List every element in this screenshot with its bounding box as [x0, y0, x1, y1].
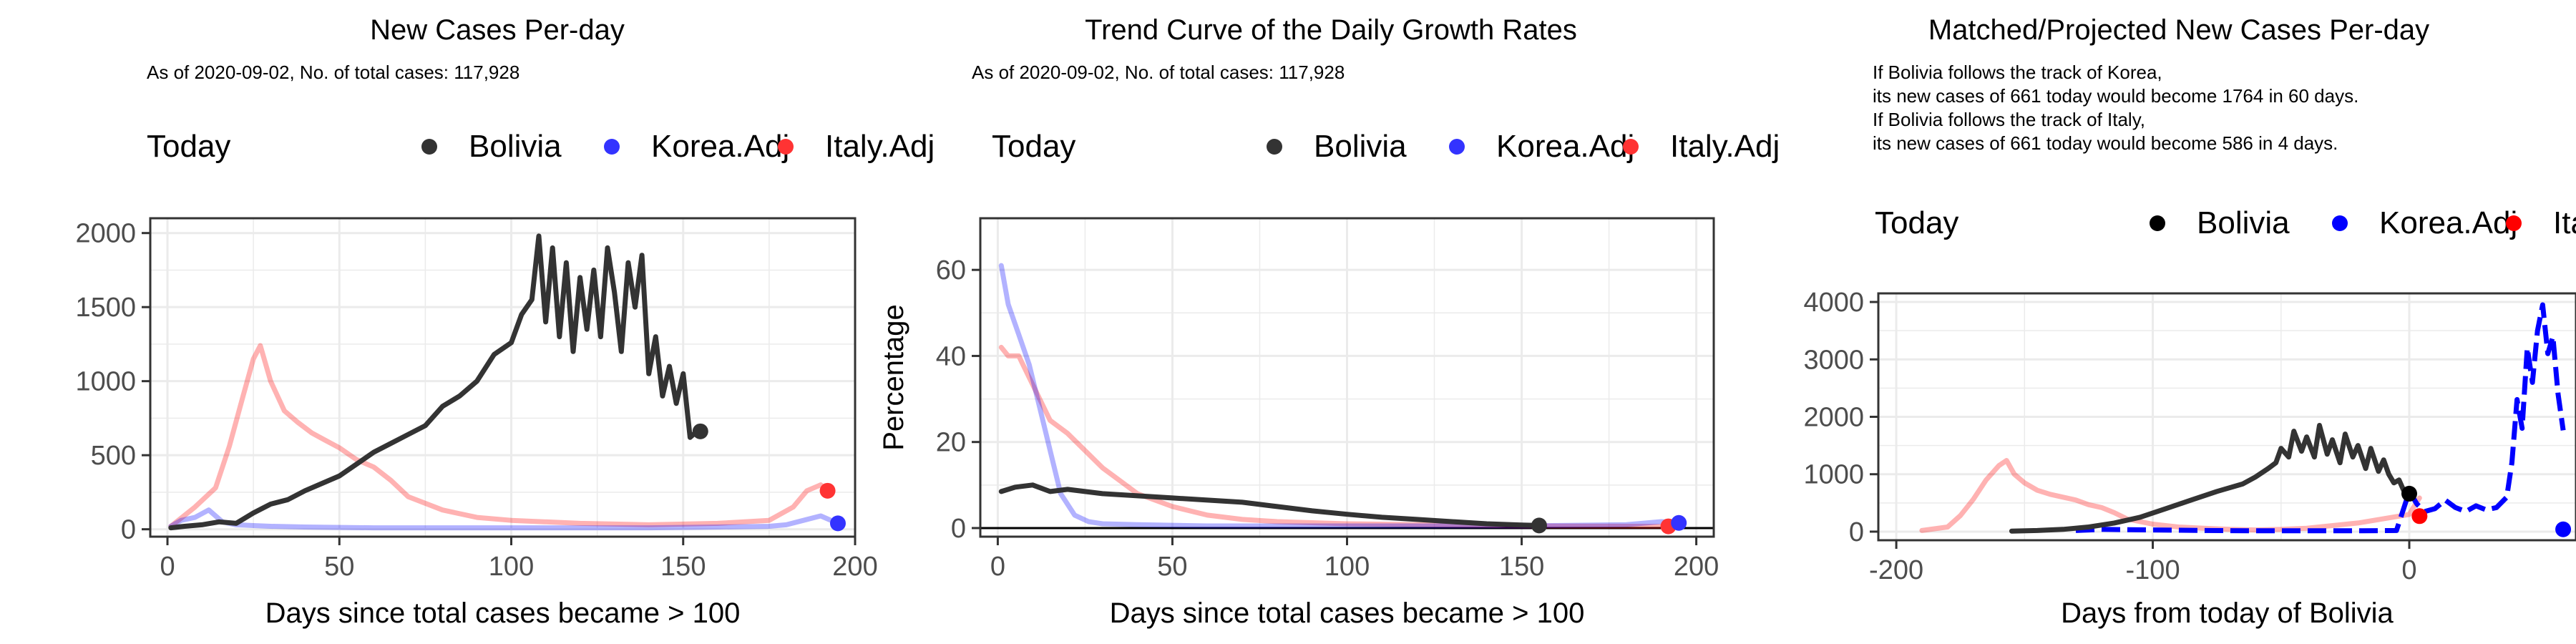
chart-title: Trend Curve of the Daily Growth Rates	[1085, 14, 1577, 46]
y-tick-label: 2000	[75, 219, 136, 249]
y-tick-label: 4000	[1803, 288, 1864, 318]
chart-projected-new-cases: Matched/Projected New Cases Per-day If Bo…	[1803, 14, 2576, 629]
today-point-korea-adj	[1671, 514, 1687, 531]
chart-annotation: its new cases of 661 today would become …	[1873, 132, 2338, 154]
x-tick-label: 50	[1157, 552, 1187, 582]
series-line-korea-adj	[2075, 302, 2566, 534]
legend-label: Korea.Adj	[2379, 205, 2517, 240]
gridlines	[980, 218, 1714, 537]
legend-label: Korea.Adj	[1496, 129, 1634, 164]
x-axis-label: Days since total cases became > 100	[1110, 597, 1585, 629]
series-lines	[998, 263, 1682, 530]
gridlines	[1878, 293, 2576, 540]
axes: 0 50 100 150 200 0 20 40 60	[936, 255, 1719, 582]
y-axis-label: Percentage	[878, 304, 909, 451]
x-axis-label: Days from today of Bolivia	[2061, 597, 2394, 629]
legend-label: Korea.Adj	[651, 129, 789, 164]
legend: Today Bolivia Korea.Adj Italy.Adj	[1875, 205, 2576, 240]
y-tick-label: 0	[121, 515, 136, 545]
x-tick-label: 150	[1499, 552, 1544, 582]
x-tick-label: 150	[660, 552, 706, 582]
chart-annotation: If Bolivia follows the track of Italy,	[1873, 109, 2145, 130]
y-tick-label: 0	[1849, 517, 1864, 547]
series-line-bolivia	[168, 233, 700, 531]
x-tick-label: 200	[1674, 552, 1719, 582]
x-tick-label: 0	[990, 552, 1005, 582]
series-lines	[1919, 302, 2566, 534]
series-line-italy-adj	[998, 344, 1671, 530]
legend-label: Bolivia	[469, 129, 562, 164]
legend-dot	[1267, 139, 1282, 155]
legend-dot	[2150, 215, 2165, 231]
today-point-italy-adj	[819, 482, 836, 499]
legend-label: Italy.Adj	[1670, 129, 1780, 164]
series-lines	[168, 233, 841, 531]
x-tick-label: 0	[2401, 555, 2416, 585]
y-tick-label: 2000	[1803, 403, 1864, 433]
y-tick-label: 1500	[75, 293, 136, 323]
x-tick-label: -200	[1869, 555, 1923, 585]
chart-subtitle: As of 2020-09-02, No. of total cases: 11…	[147, 62, 519, 83]
legend: Today Bolivia Korea.Adj Italy.Adj	[992, 129, 1780, 164]
legend-dot	[1623, 139, 1639, 155]
legend-dot	[2332, 215, 2348, 231]
legend-label: Bolivia	[1314, 129, 1407, 164]
today-point-bolivia	[2401, 485, 2418, 502]
panel-border	[149, 217, 857, 538]
series-line-korea-adj	[998, 263, 1682, 529]
chart-subtitle: As of 2020-09-02, No. of total cases: 11…	[972, 62, 1345, 83]
y-tick-label: 1000	[75, 367, 136, 397]
y-tick-label: 0	[951, 514, 966, 544]
plot-area	[150, 218, 855, 537]
series-line-korea-adj	[168, 507, 841, 531]
x-tick-label: 200	[832, 552, 877, 582]
series-line-bolivia	[998, 482, 1542, 528]
today-point-korea-adj	[2555, 521, 2572, 537]
y-tick-label: 20	[936, 428, 966, 458]
series-line-italy-adj	[168, 343, 831, 529]
series-line-bolivia	[2009, 423, 2412, 534]
y-tick-label: 3000	[1803, 345, 1864, 375]
axes: -200 -100 0 0 1000 2000 3000 4000	[1803, 288, 2416, 585]
x-tick-label: 50	[324, 552, 354, 582]
legend-label: Bolivia	[2197, 205, 2290, 240]
today-point-bolivia	[1531, 517, 1547, 534]
x-tick-label: -100	[2126, 555, 2180, 585]
x-tick-label: 100	[1324, 552, 1370, 582]
legend-dot	[604, 139, 620, 155]
chart-annotation: its new cases of 661 today would become …	[1873, 85, 2358, 107]
legend-dot	[778, 139, 794, 155]
legend-title: Today	[147, 129, 230, 164]
chart-title: Matched/Projected New Cases Per-day	[1928, 14, 2429, 46]
y-tick-label: 40	[936, 341, 966, 371]
chart-growth-rates: Trend Curve of the Daily Growth Rates As …	[878, 14, 1780, 629]
today-point-bolivia	[692, 423, 708, 439]
legend-title: Today	[992, 129, 1075, 164]
chart-title: New Cases Per-day	[370, 14, 625, 46]
today-point-italy-adj	[2411, 508, 2428, 525]
chart-new-cases-per-day: New Cases Per-day As of 2020-09-02, No. o…	[75, 14, 935, 629]
legend-title: Today	[1875, 205, 1958, 240]
x-tick-label: 0	[160, 552, 175, 582]
y-tick-label: 500	[91, 441, 136, 471]
x-tick-label: 100	[489, 552, 534, 582]
legend-dot	[421, 139, 437, 155]
legend-label: Italy.Adj	[825, 129, 935, 164]
y-tick-label: 60	[936, 255, 966, 286]
legend-dot	[1449, 139, 1465, 155]
today-point-korea-adj	[829, 515, 846, 532]
legend: Today Bolivia Korea.Adj Italy.Adj	[147, 129, 935, 164]
y-tick-label: 1000	[1803, 460, 1864, 490]
x-axis-label: Days since total cases became > 100	[265, 597, 741, 629]
legend-dot	[2506, 215, 2522, 231]
legend-label: Italy.Adj	[2553, 205, 2576, 240]
chart-annotation: If Bolivia follows the track of Korea,	[1873, 62, 2162, 83]
